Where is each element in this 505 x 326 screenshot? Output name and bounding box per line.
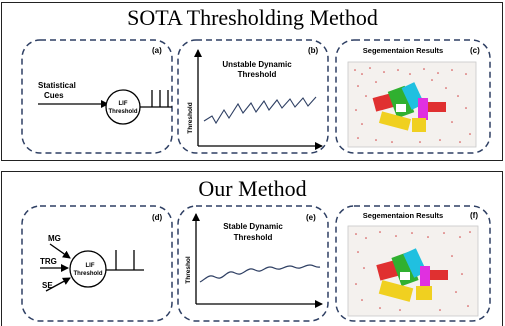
panel-c-border bbox=[335, 39, 491, 154]
panel-e-border bbox=[177, 205, 329, 322]
panel-d-arrow-se bbox=[45, 277, 71, 292]
panel-c-tag: (c) bbox=[470, 46, 480, 55]
panel-a-input-label-2: Cues bbox=[44, 91, 64, 100]
panel-d-lif-neuron bbox=[69, 250, 107, 288]
panel-f-tag: (f) bbox=[470, 211, 478, 220]
panel-f-noise-points bbox=[355, 231, 471, 311]
panel-d-border bbox=[21, 205, 173, 322]
panel-a-neuron-label-1: LIF bbox=[119, 101, 128, 107]
panel-d-spike-train bbox=[106, 250, 144, 271]
our-method-section-frame bbox=[1, 171, 503, 326]
panel-f-border bbox=[335, 205, 491, 322]
panel-f-title: Segementaion Results bbox=[363, 211, 443, 220]
panel-e-y-label: Threshol bbox=[185, 256, 192, 284]
panel-a-spike-train bbox=[140, 90, 172, 108]
panel-d-tag: (d) bbox=[152, 213, 163, 222]
panel-a-lif-neuron bbox=[105, 89, 141, 125]
panel-b-title-2: Threshold bbox=[238, 70, 277, 79]
sota-section-frame bbox=[1, 2, 503, 161]
panel-b-tag: (b) bbox=[308, 46, 319, 55]
our-method-section-title: Our Method bbox=[198, 176, 307, 201]
panel-a-tag: (a) bbox=[152, 46, 162, 55]
panel-a-neuron-label-2: Threshold bbox=[108, 109, 137, 115]
panel-d-input-se: SE bbox=[42, 281, 53, 290]
panel-b-y-label: Threshold bbox=[187, 102, 194, 133]
panel-f-segmentation-blobs bbox=[376, 248, 448, 302]
panel-e-tag: (e) bbox=[306, 213, 316, 222]
panel-b-unstable-threshold-curve bbox=[203, 96, 317, 125]
panel-d-input-trg: TRG bbox=[40, 257, 57, 266]
panel-c-segmentation-blobs bbox=[372, 82, 446, 132]
panel-d-neuron-label-2: Threshold bbox=[73, 271, 102, 277]
panel-a-input-label-1: Statistical bbox=[38, 81, 76, 90]
panel-e-title-2: Threshold bbox=[234, 233, 273, 242]
panel-d-input-mg: MG bbox=[48, 234, 61, 243]
panel-c-noise-points bbox=[354, 67, 471, 143]
panel-d-arrow-mg bbox=[49, 243, 71, 259]
sota-section-title: SOTA Thresholding Method bbox=[127, 5, 378, 30]
panel-d-neuron-label-1: LIF bbox=[86, 263, 95, 269]
panel-b-title-1: Unstable Dynamic bbox=[222, 60, 292, 69]
panel-c-title: Segementaion Results bbox=[363, 46, 443, 55]
panel-e-title-1: Stable Dynamic bbox=[223, 222, 283, 231]
panel-e-stable-threshold-curve bbox=[199, 264, 321, 283]
panel-a-border bbox=[21, 39, 173, 154]
panel-b-border bbox=[177, 39, 329, 154]
